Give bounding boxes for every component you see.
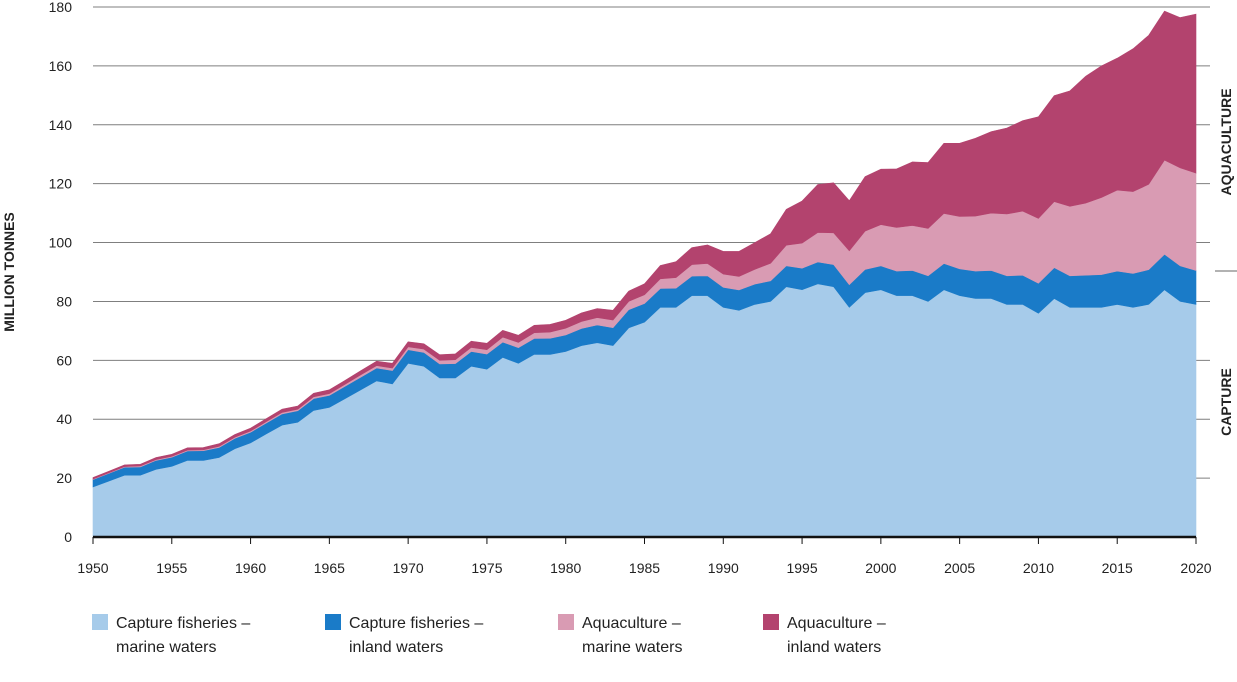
x-tick-label: 1975 — [471, 560, 502, 576]
legend-swatch-capture-inland — [325, 614, 341, 630]
x-tick-label: 1955 — [156, 560, 187, 576]
y-tick-label: 160 — [49, 58, 73, 74]
stacked-areas — [92, 10, 1197, 538]
legend-label-line: inland waters — [787, 639, 882, 656]
y-tick-label: 80 — [56, 293, 72, 309]
x-tick-label: 2015 — [1102, 560, 1133, 576]
legend-label-line: marine waters — [116, 639, 217, 656]
y-axis-title: MILLION TONNES — [1, 212, 17, 332]
legend-label-line: Aquaculture – — [787, 615, 886, 632]
legend-swatch-aquaculture-inland — [763, 614, 779, 630]
x-tick-label: 1950 — [77, 560, 108, 576]
legend-label-line: inland waters — [349, 639, 444, 656]
y-tick-label: 60 — [56, 352, 72, 368]
x-tick-label: 1995 — [786, 560, 817, 576]
capture-side-label: CAPTURE — [1218, 368, 1234, 436]
x-tick-label: 1960 — [235, 560, 266, 576]
legend-swatch-aquaculture-marine — [558, 614, 574, 630]
x-tick-label: 2010 — [1023, 560, 1054, 576]
y-tick-label: 120 — [49, 176, 73, 192]
area-series-3 — [92, 10, 1197, 480]
x-tick-label: 1970 — [393, 560, 424, 576]
legend-label-line: marine waters — [582, 639, 683, 656]
legend-label-line: Aquaculture – — [582, 615, 681, 632]
y-tick-label: 180 — [49, 0, 73, 15]
x-tick-label: 1985 — [629, 560, 660, 576]
x-tick-label: 1965 — [314, 560, 345, 576]
legend-label-line: Capture fisheries – — [349, 615, 484, 632]
x-tick-label: 2005 — [944, 560, 975, 576]
axes: 0 20 40 60 80 100 120 140 160 180 1950 1955 1960 1965… — [49, 0, 1212, 576]
x-tick-label: 1990 — [708, 560, 739, 576]
legend-item-aquaculture-marine: Aquaculture – marine waters — [558, 612, 682, 660]
legend-swatch-capture-marine — [92, 614, 108, 630]
aquaculture-side-label: AQUACULTURE — [1218, 88, 1234, 195]
y-tick-label: 40 — [56, 411, 72, 427]
x-tick-label: 1980 — [550, 560, 581, 576]
y-tick-label: 140 — [49, 117, 73, 133]
legend-item-aquaculture-inland: Aquaculture – inland waters — [763, 612, 886, 660]
x-tick-label: 2020 — [1180, 560, 1211, 576]
y-tick-label: 100 — [49, 235, 73, 251]
legend-item-capture-marine: Capture fisheries – marine waters — [92, 612, 250, 660]
legend-label-line: Capture fisheries – — [116, 615, 251, 632]
x-tick-label: 2000 — [865, 560, 896, 576]
y-tick-label: 20 — [56, 470, 72, 486]
y-tick-label: 0 — [64, 529, 72, 545]
legend-item-capture-inland: Capture fisheries – inland waters — [325, 612, 483, 660]
legend: Capture fisheries – marine waters Captur… — [92, 612, 992, 662]
